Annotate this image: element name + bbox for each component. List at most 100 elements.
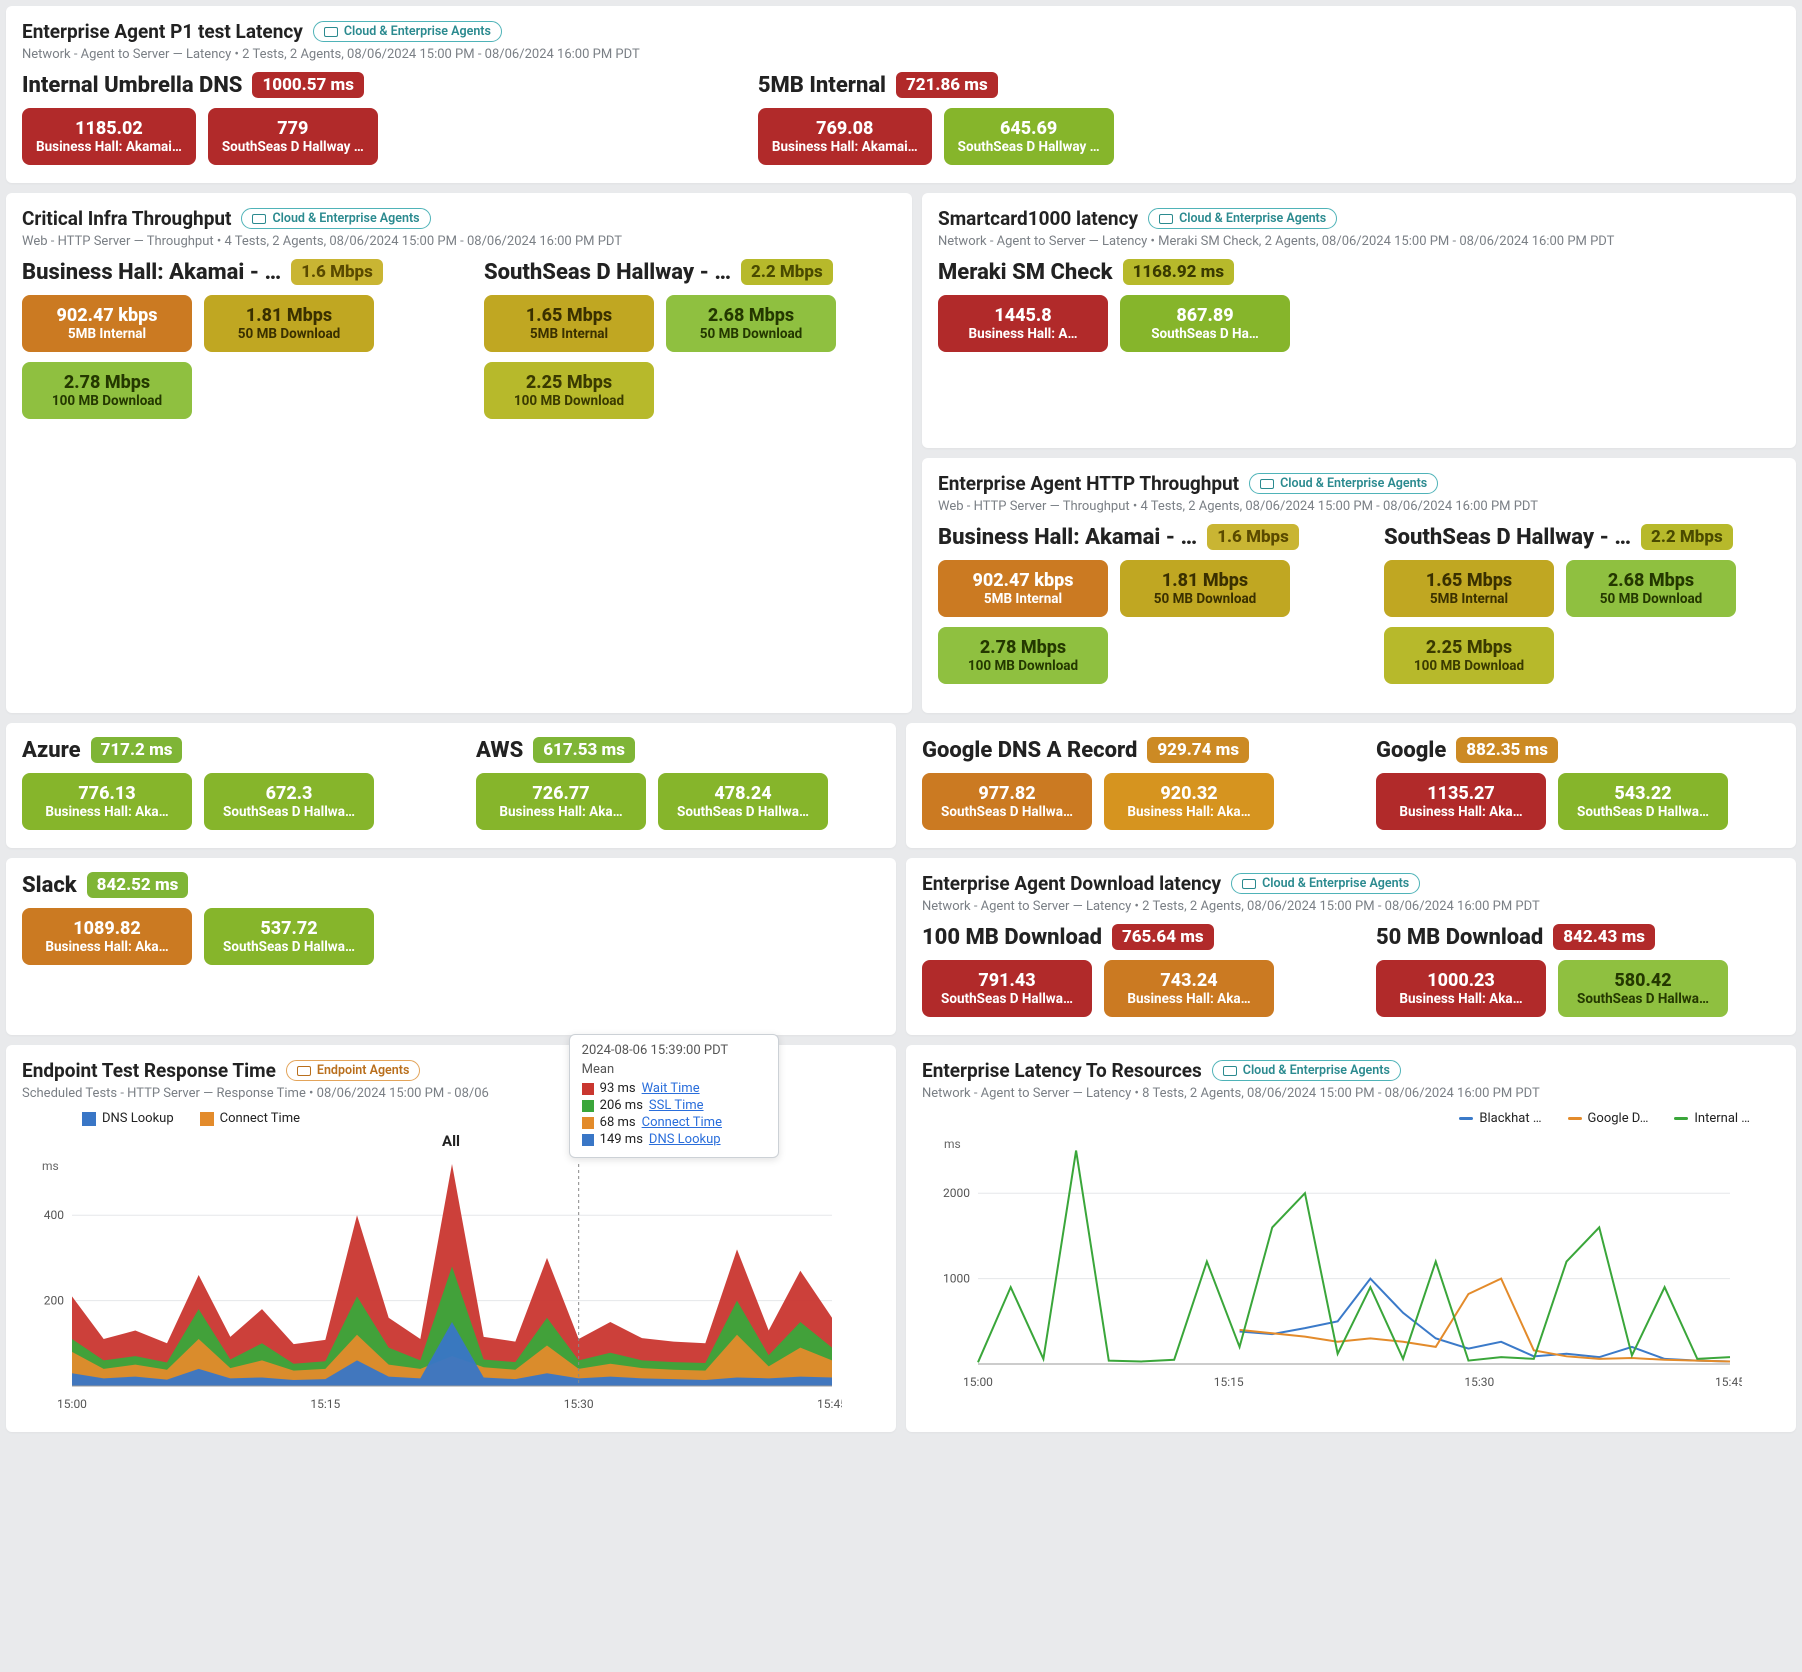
section-title: SouthSeas D Hallway - … [1384, 525, 1631, 550]
metric-card[interactable]: 580.42SouthSeas D Hallwa… [1558, 960, 1728, 1017]
metric-badge: 1.6 Mbps [1207, 524, 1299, 550]
agent-icon [297, 1066, 311, 1076]
metric-card[interactable]: 645.69SouthSeas D Hallway … [944, 108, 1114, 165]
metric-card[interactable]: 769.08Business Hall: Akamai… [758, 108, 932, 165]
panel-subtitle: Web - HTTP Server — Throughput • 4 Tests… [938, 499, 1780, 514]
metric-card[interactable]: 867.89SouthSeas D Ha… [1120, 295, 1290, 352]
svg-text:15:45: 15:45 [817, 1397, 842, 1411]
metric-card[interactable]: 2.78 Mbps100 MB Download [22, 362, 192, 419]
tooltip-link[interactable]: SSL Time [649, 1098, 704, 1113]
metric-card[interactable]: 478.24SouthSeas D Hallwa… [658, 773, 828, 830]
agent-tag[interactable]: Endpoint Agents [286, 1060, 421, 1081]
panel-smartcard: Smartcard1000 latency Cloud & Enterprise … [922, 193, 1796, 448]
metric-card[interactable]: 1089.82Business Hall: Aka… [22, 908, 192, 965]
metric-value: 769.08 [772, 118, 918, 139]
agent-tag[interactable]: Cloud & Enterprise Agents [1212, 1060, 1401, 1081]
tooltip-link[interactable]: DNS Lookup [649, 1132, 721, 1147]
panel-p1-latency: Enterprise Agent P1 test LatencyCloud & … [6, 6, 1796, 183]
metric-badge: 617.53 ms [533, 737, 635, 763]
metric-label: SouthSeas D Hallway … [222, 139, 364, 155]
metric-label: Business Hall: Aka… [1390, 991, 1532, 1007]
metric-card[interactable]: 2.68 Mbps50 MB Download [1566, 560, 1736, 617]
metric-card[interactable]: 779SouthSeas D Hallway … [208, 108, 378, 165]
metric-badge: 882.35 ms [1456, 737, 1558, 763]
metric-card[interactable]: 743.24Business Hall: Aka… [1104, 960, 1274, 1017]
metric-card[interactable]: 920.32Business Hall: Aka… [1104, 773, 1274, 830]
metric-card[interactable]: 726.77Business Hall: Aka… [476, 773, 646, 830]
panel-title: Smartcard1000 latency [938, 207, 1138, 230]
tooltip-link[interactable]: Connect Time [642, 1115, 722, 1130]
metric-value: 977.82 [936, 783, 1078, 804]
metric-badge: 1168.92 ms [1123, 259, 1235, 285]
metric-card[interactable]: 537.72SouthSeas D Hallwa… [204, 908, 374, 965]
metric-card[interactable]: 1.65 Mbps5MB Internal [1384, 560, 1554, 617]
metric-value: 779 [222, 118, 364, 139]
section-title: AWS [476, 738, 523, 763]
svg-text:15:15: 15:15 [1214, 1375, 1244, 1389]
agent-icon [1260, 479, 1274, 489]
metric-label: SouthSeas D Hallwa… [1572, 991, 1714, 1007]
metric-card[interactable]: 1.65 Mbps5MB Internal [484, 295, 654, 352]
metric-label: 100 MB Download [1398, 658, 1540, 674]
metric-card[interactable]: 977.82SouthSeas D Hallwa… [922, 773, 1092, 830]
metric-card[interactable]: 2.25 Mbps100 MB Download [484, 362, 654, 419]
metric-badge: 1.6 Mbps [291, 259, 383, 285]
section-title: Google [1376, 738, 1446, 763]
metric-label: SouthSeas D Hallwa… [672, 804, 814, 820]
legend-swatch [82, 1112, 96, 1126]
tooltip-header: 2024-08-06 15:39:00 PDT [582, 1043, 766, 1058]
metric-card[interactable]: 902.47 kbps5MB Internal [22, 295, 192, 352]
agent-tag[interactable]: Cloud & Enterprise Agents [1231, 873, 1420, 894]
metric-value: 2.68 Mbps [1580, 570, 1722, 591]
panel-title: Enterprise Latency To Resources [922, 1059, 1202, 1082]
agent-tag[interactable]: Cloud & Enterprise Agents [1249, 473, 1438, 494]
metric-value: 743.24 [1118, 970, 1260, 991]
panel-subtitle: Network - Agent to Server — Latency • 8 … [922, 1086, 1780, 1101]
metric-card[interactable]: 1000.23Business Hall: Aka… [1376, 960, 1546, 1017]
svg-text:ms: ms [42, 1159, 59, 1173]
legend-swatch [1568, 1117, 1582, 1120]
metric-value: 1445.8 [952, 305, 1094, 326]
metric-label: 100 MB Download [36, 393, 178, 409]
metric-value: 672.3 [218, 783, 360, 804]
metric-label: 50 MB Download [218, 326, 360, 342]
metric-badge: 842.52 ms [87, 872, 189, 898]
metric-label: Business Hall: Aka… [36, 939, 178, 955]
panel-download-latency: Enterprise Agent Download latencyCloud &… [906, 858, 1796, 1035]
metric-label: SouthSeas D Hallwa… [218, 804, 360, 820]
metric-card[interactable]: 902.47 kbps5MB Internal [938, 560, 1108, 617]
metric-card[interactable]: 1185.02Business Hall: Akamai… [22, 108, 196, 165]
metric-card[interactable]: 791.43SouthSeas D Hallwa… [922, 960, 1092, 1017]
metric-value: 902.47 kbps [952, 570, 1094, 591]
metric-card[interactable]: 776.13Business Hall: Aka… [22, 773, 192, 830]
metric-badge: 721.86 ms [896, 72, 998, 98]
section-title: Business Hall: Akamai - … [22, 260, 281, 285]
tooltip-link[interactable]: Wait Time [642, 1081, 700, 1096]
agent-tag[interactable]: Cloud & Enterprise Agents [313, 21, 502, 42]
metric-card[interactable]: 2.25 Mbps100 MB Download [1384, 627, 1554, 684]
panel-subtitle: Network - Agent to Server — Latency • 2 … [922, 899, 1780, 914]
agent-tag[interactable]: Cloud & Enterprise Agents [1148, 208, 1337, 229]
metric-value: 2.25 Mbps [1398, 637, 1540, 658]
metric-card[interactable]: 672.3SouthSeas D Hallwa… [204, 773, 374, 830]
agent-icon [1242, 879, 1256, 889]
tooltip-swatch [582, 1083, 594, 1095]
metric-card[interactable]: 1445.8Business Hall: A… [938, 295, 1108, 352]
endpoint-area-chart[interactable]: 20040015:0015:1515:3015:45ms [22, 1154, 842, 1414]
agent-tag[interactable]: Cloud & Enterprise Agents [241, 208, 430, 229]
metric-card[interactable]: 2.78 Mbps100 MB Download [938, 627, 1108, 684]
metric-card[interactable]: 543.22SouthSeas D Hallwa… [1558, 773, 1728, 830]
svg-text:ms: ms [944, 1137, 961, 1151]
latency-line-chart[interactable]: 10002000ms15:0015:1515:3015:45 [922, 1132, 1742, 1392]
metric-label: 50 MB Download [1134, 591, 1276, 607]
metric-card[interactable]: 1.81 Mbps50 MB Download [1120, 560, 1290, 617]
agent-icon [1223, 1066, 1237, 1076]
metric-value: 1.81 Mbps [1134, 570, 1276, 591]
metric-label: Business Hall: A… [952, 326, 1094, 342]
tooltip-value: 68 ms [600, 1115, 636, 1130]
metric-card[interactable]: 1.81 Mbps50 MB Download [204, 295, 374, 352]
metric-card[interactable]: 1135.27Business Hall: Aka… [1376, 773, 1546, 830]
metric-card[interactable]: 2.68 Mbps50 MB Download [666, 295, 836, 352]
section-title: Internal Umbrella DNS [22, 73, 242, 98]
metric-value: 478.24 [672, 783, 814, 804]
